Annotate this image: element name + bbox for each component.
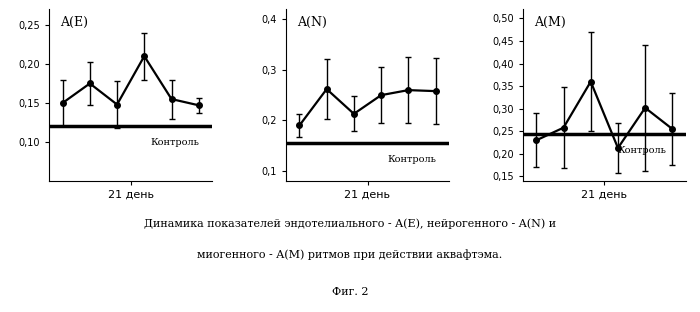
Text: Контроль: Контроль: [617, 146, 666, 154]
Text: Фиг. 2: Фиг. 2: [332, 287, 368, 297]
Text: A(M): A(M): [534, 16, 566, 29]
Text: Контроль: Контроль: [387, 155, 436, 164]
Text: A(N): A(N): [298, 16, 327, 29]
Text: Динамика показателей эндотелиального - A(E), нейрогенного - A(N) и: Динамика показателей эндотелиального - A…: [144, 218, 556, 229]
Text: A(E): A(E): [60, 16, 88, 29]
Text: миогенного - A(M) ритмов при действии аквафтэма.: миогенного - A(M) ритмов при действии ак…: [197, 250, 503, 261]
Text: Контроль: Контроль: [150, 139, 200, 147]
